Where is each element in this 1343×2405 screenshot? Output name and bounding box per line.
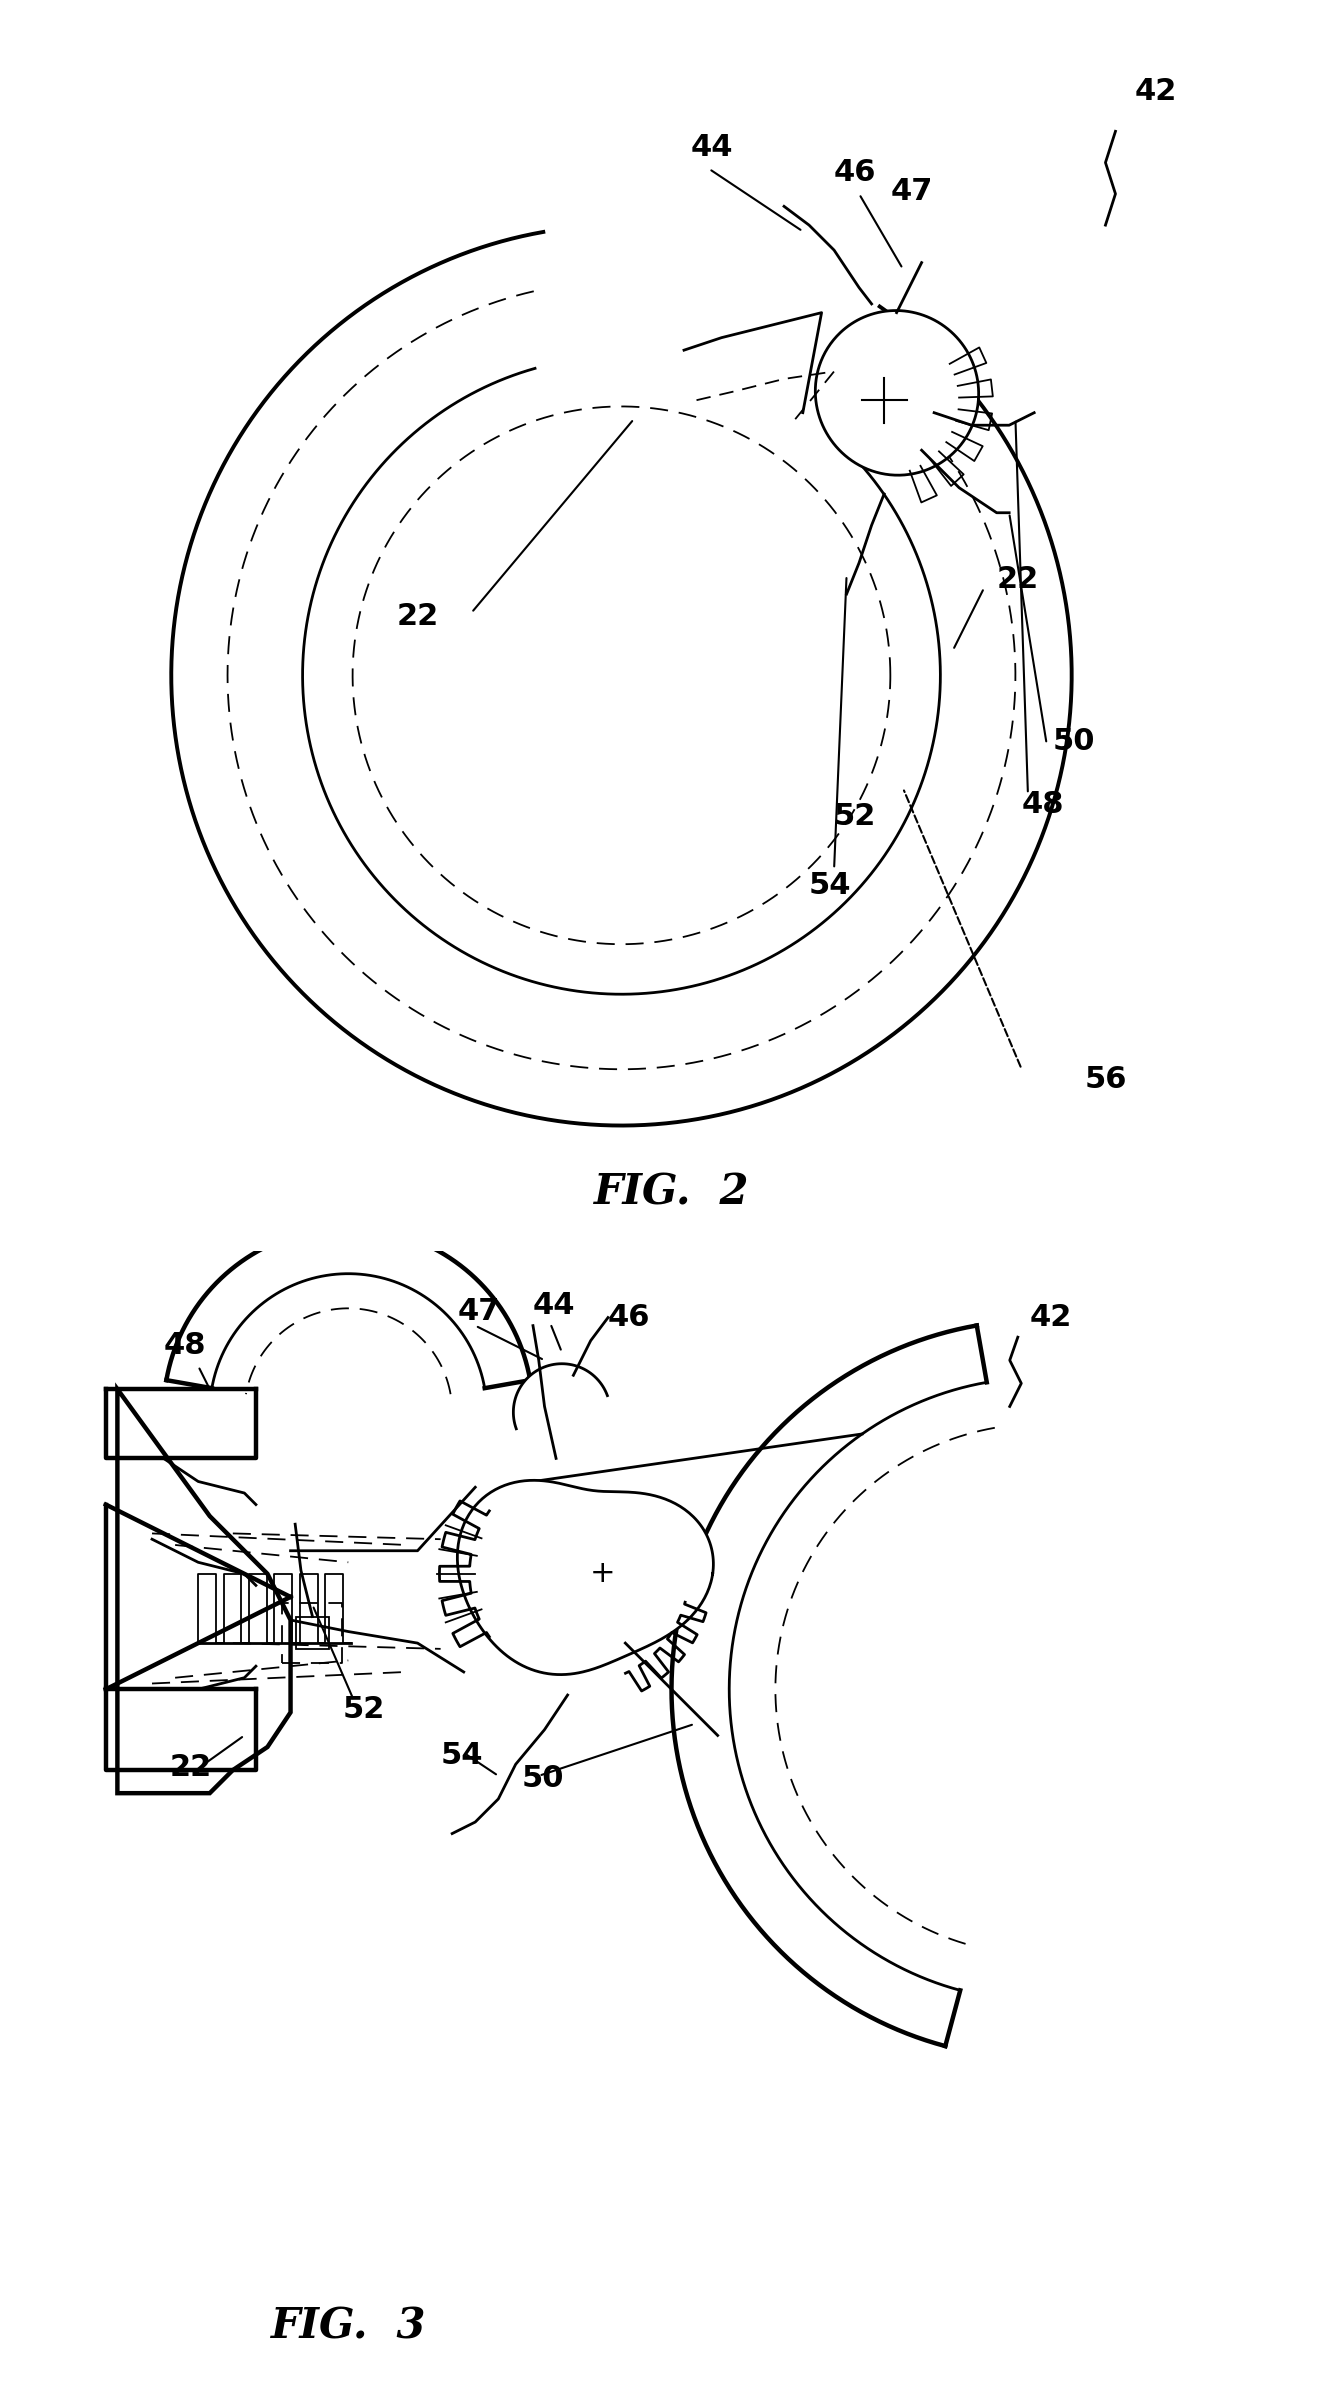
Text: 22: 22 (396, 601, 439, 630)
Text: 54: 54 (808, 871, 851, 899)
Bar (297, 1616, 329, 1650)
Text: +: + (590, 1558, 615, 1587)
Text: FIG.  2: FIG. 2 (594, 1171, 749, 1212)
Text: 48: 48 (1022, 789, 1064, 818)
Polygon shape (672, 1325, 987, 2047)
Text: 47: 47 (458, 1296, 501, 1325)
Text: 42: 42 (1135, 77, 1176, 106)
Polygon shape (513, 1364, 607, 1429)
Text: 22: 22 (169, 1753, 212, 1782)
Text: 44: 44 (533, 1291, 575, 1320)
Polygon shape (458, 1481, 713, 1674)
Text: 44: 44 (690, 132, 733, 161)
Text: 46: 46 (834, 159, 877, 188)
Text: 48: 48 (164, 1332, 205, 1361)
Text: 54: 54 (441, 1741, 483, 1770)
Text: 52: 52 (834, 803, 877, 832)
Text: 46: 46 (608, 1304, 650, 1332)
Text: 42: 42 (1029, 1304, 1072, 1332)
Text: 22: 22 (997, 565, 1039, 594)
Text: 50: 50 (1053, 726, 1096, 755)
Text: FIG.  3: FIG. 3 (270, 2306, 426, 2347)
Text: 50: 50 (521, 1765, 564, 1794)
Polygon shape (815, 310, 979, 476)
Text: 56: 56 (1084, 1065, 1127, 1094)
Text: 52: 52 (342, 1696, 385, 1724)
Text: 47: 47 (890, 178, 933, 207)
